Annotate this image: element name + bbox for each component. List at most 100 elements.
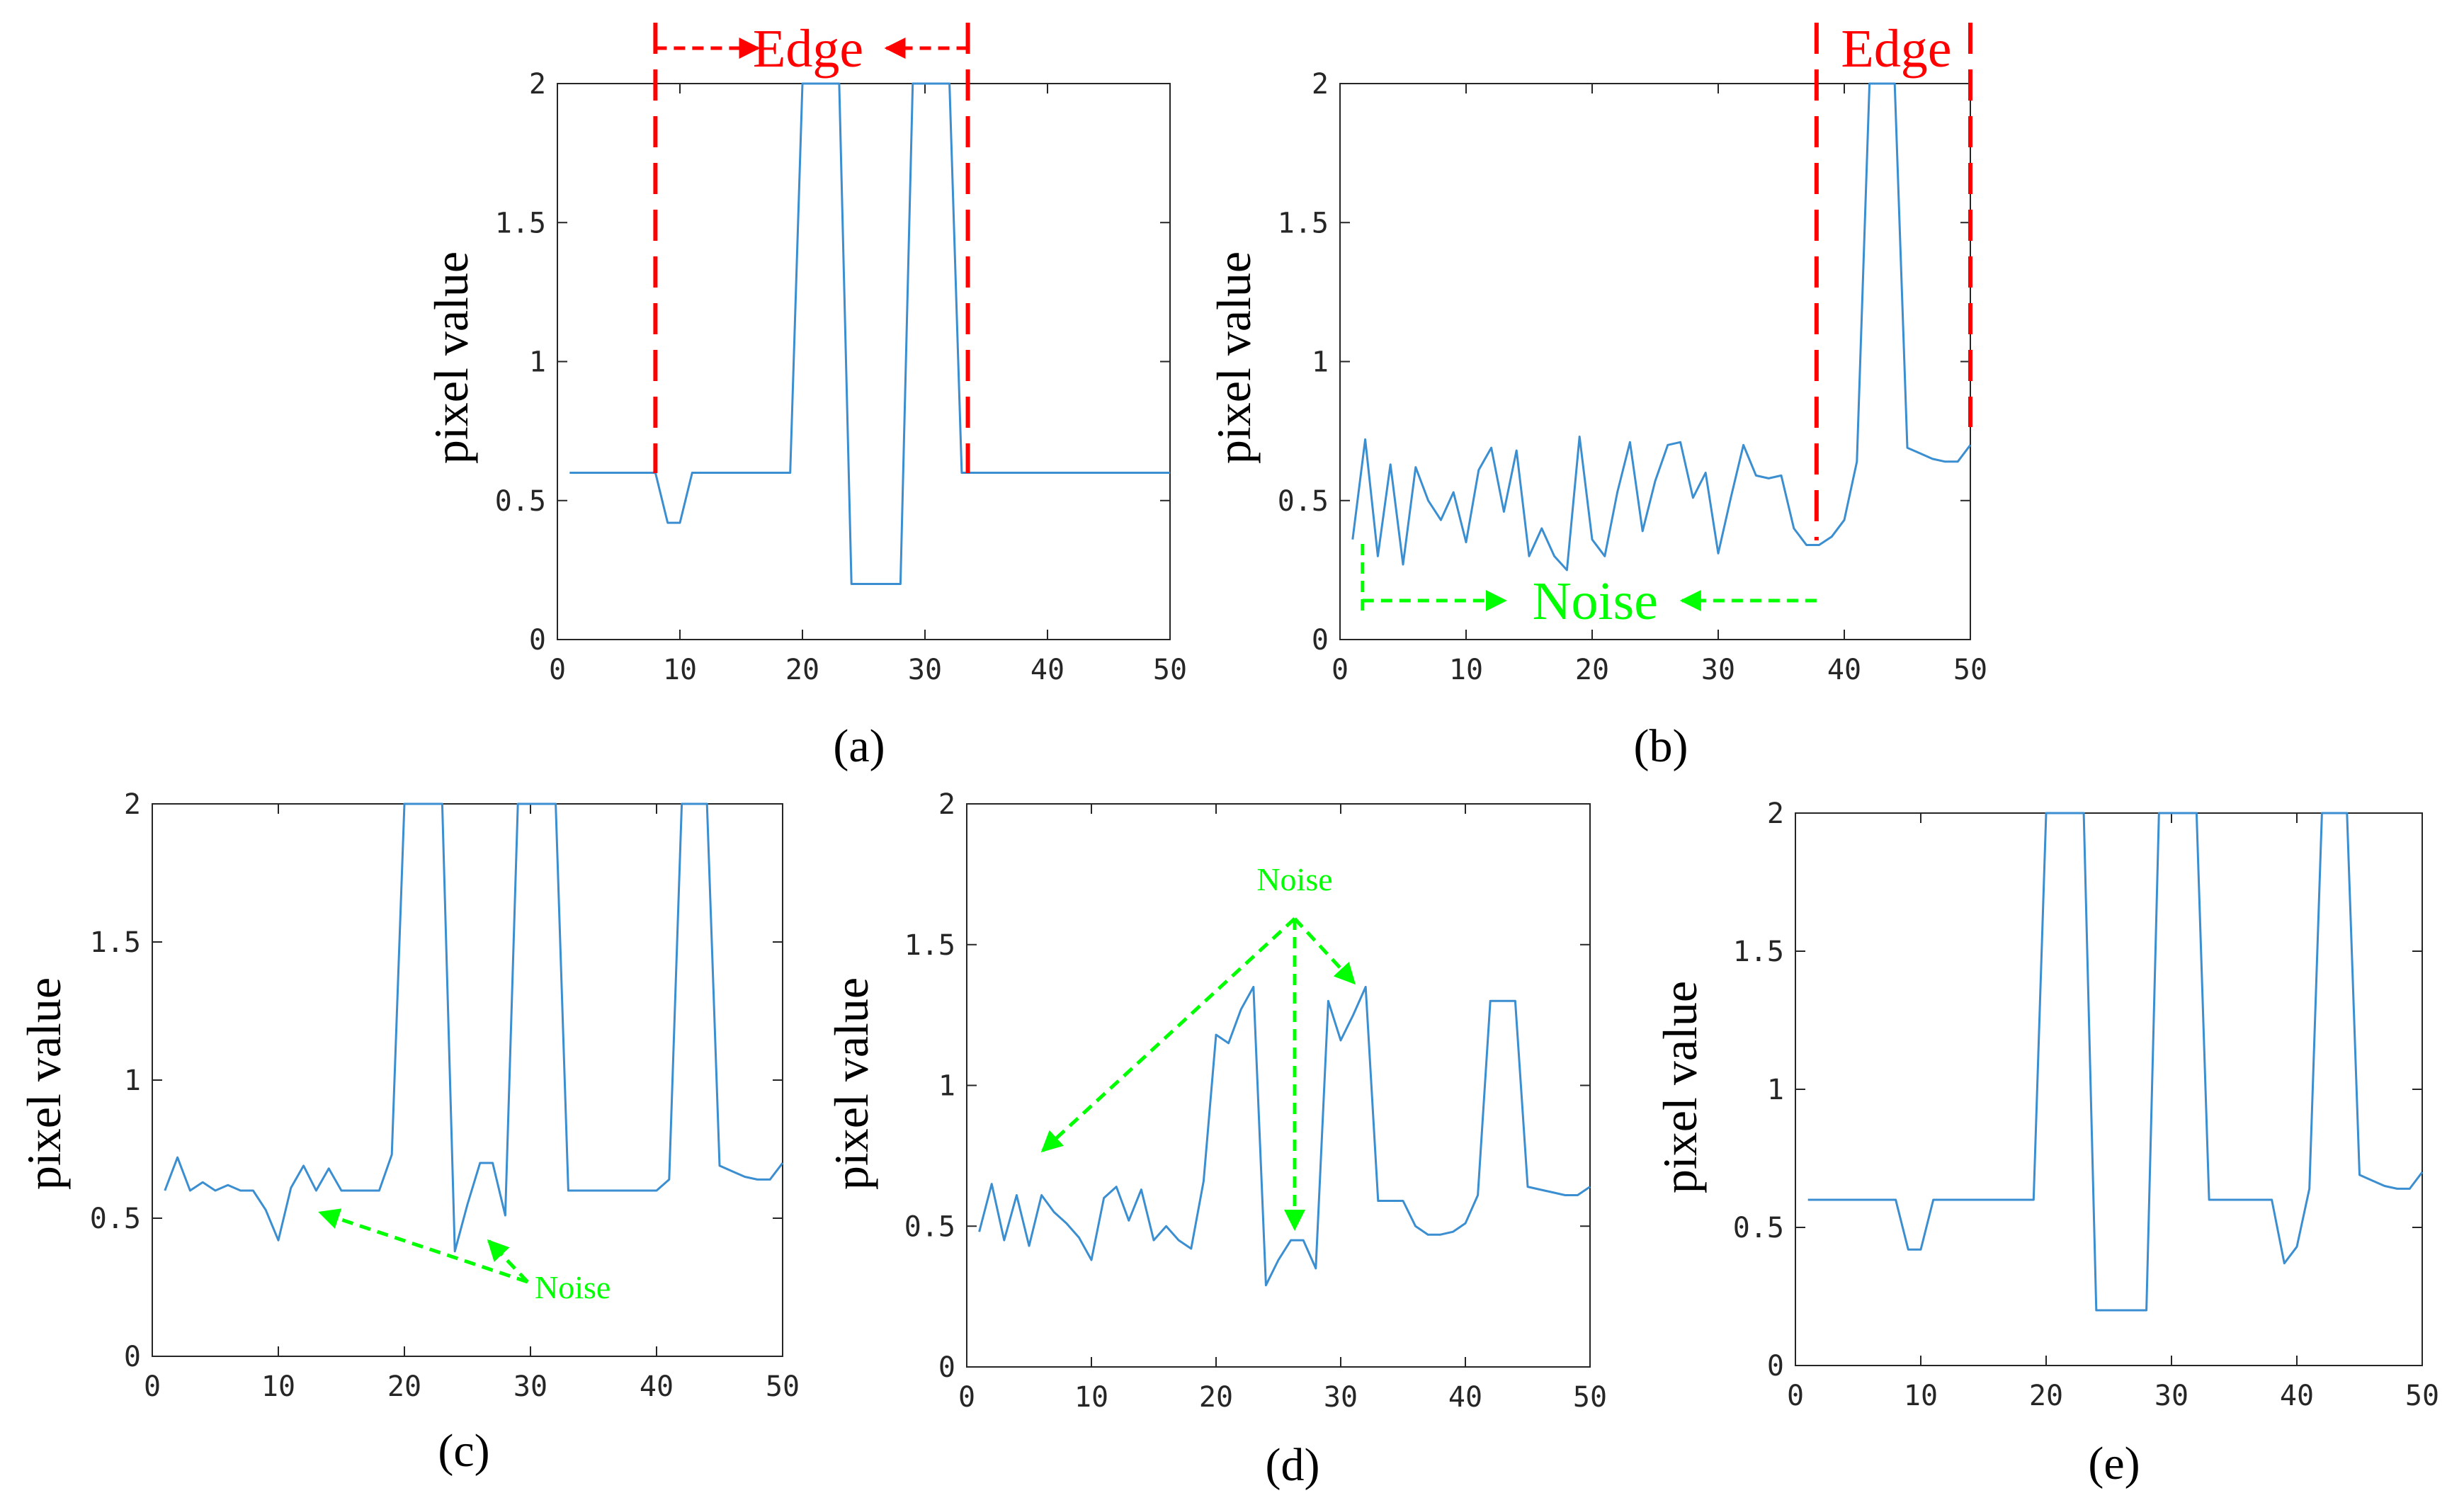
data-point — [1551, 1191, 1554, 1194]
data-point — [1177, 1239, 1180, 1242]
data-point — [1691, 496, 1694, 499]
y-tick-label: 2 — [1312, 68, 1329, 101]
x-tick-label: 40 — [1827, 654, 1861, 686]
data-point — [2320, 812, 2323, 814]
data-point — [1832, 1198, 1834, 1201]
x-tick-label: 0 — [549, 654, 566, 686]
data-point — [1132, 472, 1135, 475]
data-point — [264, 1208, 267, 1211]
data-point — [1003, 1239, 1006, 1242]
data-point — [441, 802, 443, 805]
plot-frame — [152, 803, 783, 1357]
x-tick-label: 30 — [1324, 1381, 1358, 1414]
data-point — [1290, 1239, 1293, 1242]
data-point — [1028, 1244, 1031, 1247]
x-tick-label: 20 — [1199, 1381, 1233, 1414]
data-point — [781, 1162, 784, 1164]
data-point — [768, 1178, 771, 1181]
x-tick-label: 0 — [958, 1381, 975, 1414]
data-point — [567, 1189, 569, 1192]
x-tick-label: 0 — [1332, 654, 1349, 686]
data-point — [2371, 1179, 2373, 1182]
data-point — [1526, 1186, 1529, 1188]
data-point — [2245, 1198, 2248, 1201]
data-point — [1302, 1239, 1305, 1242]
y-tick-label: 1 — [529, 346, 546, 379]
data-point — [826, 82, 829, 85]
data-point — [1679, 441, 1682, 443]
data-point — [403, 802, 406, 805]
x-tick-label: 0 — [144, 1370, 161, 1403]
x-tick-label: 10 — [1074, 1381, 1108, 1414]
data-point — [2195, 812, 2198, 814]
data-point — [314, 1189, 317, 1192]
data-point — [164, 1189, 166, 1192]
y-tick-label: 0 — [1767, 1350, 1784, 1383]
data-point — [1034, 472, 1037, 475]
data-point — [581, 472, 584, 475]
data-point — [1564, 1194, 1567, 1197]
series-line — [1351, 82, 1972, 572]
x-tick-label: 10 — [1449, 654, 1483, 686]
data-point — [727, 472, 730, 475]
data-point — [718, 1164, 721, 1167]
series-line — [978, 985, 1591, 1287]
data-point — [1489, 999, 1492, 1002]
data-point — [1830, 535, 1833, 538]
data-point — [1767, 477, 1770, 479]
data-point — [1009, 472, 1012, 475]
data-point — [1103, 1197, 1106, 1200]
data-point — [1165, 1225, 1168, 1227]
data-point — [1058, 472, 1061, 475]
data-point — [2057, 812, 2060, 814]
data-point — [1882, 1198, 1885, 1201]
data-point — [492, 1162, 494, 1164]
data-point — [1083, 472, 1086, 475]
data-point — [227, 1183, 229, 1186]
data-point — [2396, 1187, 2399, 1190]
data-point — [1477, 1194, 1480, 1197]
data-point — [1202, 1180, 1205, 1183]
data-point — [1982, 1198, 1985, 1201]
data-point — [630, 472, 632, 475]
data-point — [1452, 491, 1455, 494]
y-tick-label: 1.5 — [1733, 936, 1784, 968]
data-point — [1893, 82, 1896, 85]
data-point — [744, 1176, 746, 1179]
data-point — [1451, 1230, 1454, 1233]
data-point — [2108, 1309, 2111, 1312]
data-point — [960, 472, 963, 475]
y-tick-label: 0 — [124, 1341, 141, 1373]
y-tick-label: 1 — [1767, 1074, 1784, 1106]
plot-frame — [1339, 83, 1971, 640]
data-point — [2120, 1309, 2123, 1312]
data-point — [1090, 1259, 1093, 1261]
y-tick-label: 0.5 — [1278, 485, 1329, 518]
data-point — [1730, 496, 1732, 499]
x-tick-label: 40 — [1448, 1381, 1482, 1414]
x-tick-label: 20 — [785, 654, 819, 686]
data-point — [428, 802, 431, 805]
data-point — [1553, 555, 1556, 557]
data-point — [1704, 472, 1707, 475]
data-point — [776, 472, 779, 475]
data-point — [2346, 812, 2349, 814]
noise-annotation-label: Noise — [1256, 861, 1332, 897]
data-point — [1021, 472, 1024, 475]
x-tick-label: 30 — [1701, 654, 1735, 686]
data-point — [1315, 1267, 1317, 1270]
panel-label: (b) — [1634, 720, 1688, 772]
series-line — [164, 802, 784, 1253]
data-point — [2233, 1198, 2236, 1201]
data-point — [201, 1181, 204, 1183]
data-point — [1389, 1199, 1392, 1202]
x-tick-label: 30 — [513, 1370, 547, 1403]
data-point — [978, 1230, 981, 1233]
y-tick-label: 2 — [938, 788, 955, 821]
data-point — [1439, 1233, 1442, 1236]
x-tick-label: 0 — [1787, 1380, 1804, 1412]
data-point — [715, 472, 718, 475]
data-point — [302, 1164, 305, 1167]
data-point — [377, 1189, 380, 1192]
